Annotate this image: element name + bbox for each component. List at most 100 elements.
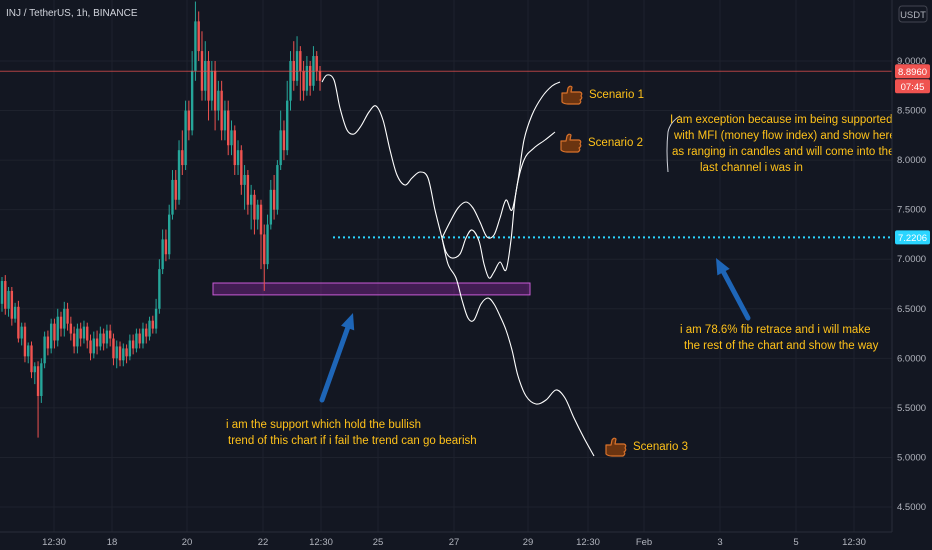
candle-body <box>289 61 292 101</box>
support-arrow-shaft <box>319 325 351 403</box>
candle-body <box>131 340 135 349</box>
time-tick-label: 22 <box>258 537 269 548</box>
candle-body <box>210 70 214 101</box>
candle-body <box>181 150 184 166</box>
candle-body <box>79 328 82 339</box>
candle-body <box>158 269 161 309</box>
pointing-hand-icon-shape <box>560 133 582 153</box>
time-tick-label: 12:30 <box>42 537 66 548</box>
time-tick-label: Feb <box>636 537 652 548</box>
candle-body <box>164 239 168 255</box>
price-label-text: 07:45 <box>901 82 925 93</box>
price-tick-label: 8.0000 <box>897 155 926 166</box>
candle-body <box>308 65 312 86</box>
candle-body <box>66 308 69 324</box>
candle-body <box>318 70 322 81</box>
price-label-bg <box>895 64 930 79</box>
candle-body <box>89 340 92 354</box>
scenario-path-path_main <box>321 74 443 239</box>
pointing-hand-icon-shape <box>605 437 627 457</box>
price-tick-label: 8.5000 <box>897 106 926 117</box>
candle-body <box>315 56 318 71</box>
candle-body <box>151 320 155 329</box>
price-tick-label: 5.5000 <box>897 403 926 414</box>
candle-body <box>259 204 263 235</box>
time-axis[interactable]: 12:30 18 20 22 12:30 25 27 29 12:30 Feb 3 5 12:30 <box>42 537 866 548</box>
candle-body <box>40 363 43 396</box>
pointing-hand-icon <box>560 133 582 153</box>
candle-body <box>253 194 256 220</box>
time-tick-label: 12:30 <box>309 537 333 548</box>
time-tick-label: 12:30 <box>576 537 600 548</box>
fib-arrow <box>716 258 751 321</box>
candle-body <box>138 333 141 344</box>
candle-body <box>69 323 73 334</box>
candle-body <box>233 130 236 166</box>
price-label-bg <box>895 79 930 94</box>
annotation-mfi_note-line: with MFI (money flow index) and show her… <box>673 130 896 142</box>
price-tick-label: 6.0000 <box>897 353 926 364</box>
time-tick-label: 12:30 <box>842 537 866 548</box>
candle-body <box>246 174 250 205</box>
candle-body <box>30 345 33 373</box>
candle-body <box>135 333 138 349</box>
candle-body <box>49 323 53 349</box>
candle-body <box>86 326 89 341</box>
candle-body <box>95 338 99 347</box>
annotation-support_note: i am the support which hold the bullish t… <box>226 419 477 447</box>
scenario-path-path_s1 <box>441 81 561 239</box>
price-label-text: 7.2206 <box>898 233 927 244</box>
candle-body <box>105 330 109 344</box>
candle-body <box>7 290 10 309</box>
candle-body <box>46 336 50 349</box>
candle-body <box>115 346 118 359</box>
annotation-fib_note-line: i am 78.6% fib retrace and i will make <box>680 324 870 336</box>
candle-body <box>43 336 46 364</box>
currency-button-frame[interactable] <box>898 5 928 23</box>
symbol-title: INJ / TetherUS, 1h, BINANCE <box>6 8 138 19</box>
price-tick-label: 5.0000 <box>897 452 926 463</box>
candle-body <box>187 110 191 131</box>
candle-body <box>299 51 302 71</box>
candle-body <box>56 316 59 341</box>
price-axis[interactable]: 9.0000 8.5000 8.0000 7.5000 7.0000 6.5000 6.00… <box>897 56 926 513</box>
candle-body <box>227 110 230 146</box>
candle-body <box>125 348 128 357</box>
annotation-scenario1: Scenario 1 <box>589 89 644 101</box>
price-labels: 8.8960 07:45 7.2206 <box>895 64 930 245</box>
candle-body <box>236 150 240 166</box>
candle-body <box>10 290 14 319</box>
currency-button[interactable]: USDT <box>900 10 926 21</box>
candle-body <box>276 165 279 210</box>
candle-body <box>240 150 243 185</box>
candle-body <box>167 214 171 255</box>
candle-body <box>145 328 148 337</box>
candle-body <box>154 308 158 329</box>
annotation-arrows <box>319 258 751 403</box>
time-tick-label: 27 <box>449 537 460 548</box>
candle-body <box>59 316 63 329</box>
support-arrow <box>319 313 355 403</box>
price-tick-label: 4.5000 <box>897 502 926 513</box>
candle-body <box>197 21 200 52</box>
annotations: Scenario 1 Scenario 2 Scenario 3 I am excep… <box>226 85 896 457</box>
annotation-scenario3: Scenario 3 <box>633 441 688 453</box>
candle-body <box>204 61 207 91</box>
candle-body <box>0 281 4 304</box>
candle-body <box>207 61 210 101</box>
candle-body <box>161 239 164 270</box>
candle-body <box>92 338 95 354</box>
price-label-text: 8.8960 <box>898 67 927 78</box>
candle-body <box>108 330 112 339</box>
candle-body <box>213 70 217 111</box>
candle-body <box>184 110 187 166</box>
price-tick-label: 7.0000 <box>897 254 926 265</box>
annotation-mfi_note: I am exception because im being supporte… <box>670 114 896 174</box>
annotation-support_note-line: i am the support which hold the bullish <box>226 419 421 431</box>
annotation-mfi_note-line: last channel i was in <box>700 162 803 174</box>
time-tick-label: 20 <box>182 537 193 548</box>
time-tick-label: 3 <box>717 537 722 548</box>
candle-body <box>122 348 125 361</box>
